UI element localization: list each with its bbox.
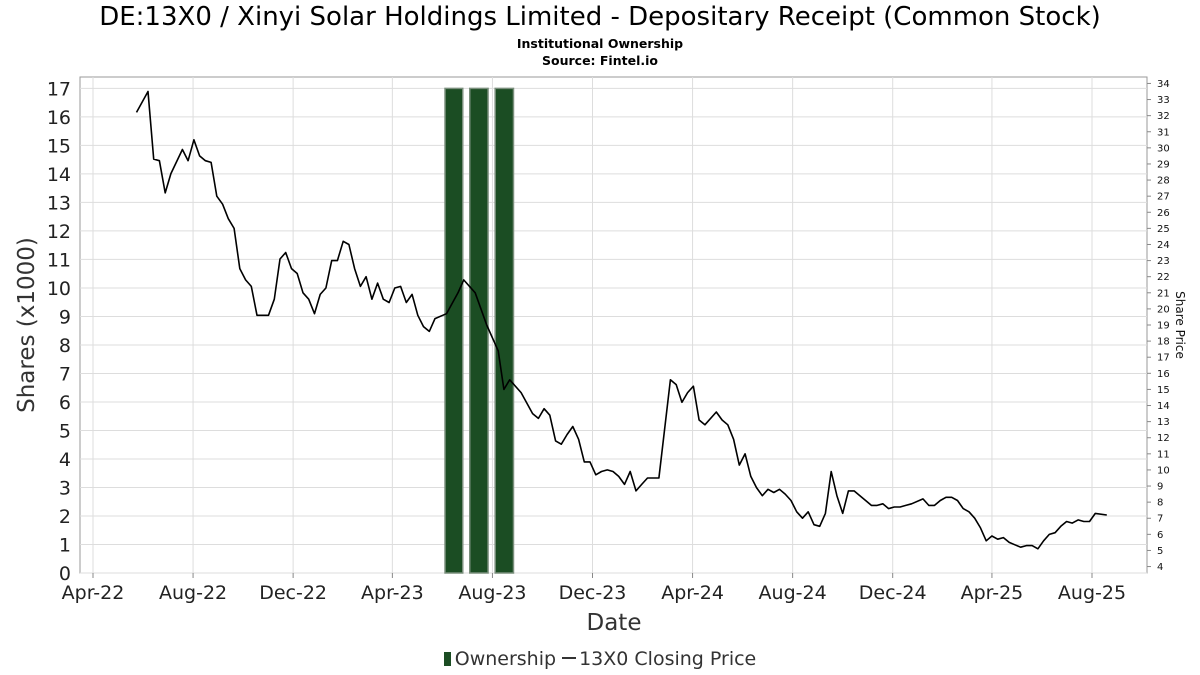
y-tick-label: 14 bbox=[47, 164, 71, 186]
y2-tick-label: 24 bbox=[1157, 240, 1170, 251]
y2-tick-label: 13 bbox=[1157, 417, 1170, 428]
y2-tick-label: 18 bbox=[1157, 337, 1170, 348]
y2-tick-label: 26 bbox=[1157, 208, 1170, 219]
y2-tick-label: 17 bbox=[1157, 353, 1170, 364]
x-tick-label: Dec-24 bbox=[859, 582, 927, 604]
y2-tick-label: 31 bbox=[1157, 127, 1170, 138]
y-tick-label: 0 bbox=[59, 563, 71, 585]
y-tick-label: 8 bbox=[59, 335, 71, 357]
y-tick-label: 9 bbox=[59, 306, 71, 328]
x-tick-label: Apr-23 bbox=[361, 582, 424, 604]
x-tick-label: Aug-25 bbox=[1058, 582, 1126, 604]
y2-tick-label: 16 bbox=[1157, 369, 1170, 380]
price-line-layer bbox=[135, 90, 1107, 550]
y-axis-label: Shares (x1000) bbox=[14, 237, 40, 413]
y-tick-label: 17 bbox=[47, 78, 71, 100]
ownership-bar bbox=[494, 87, 515, 574]
legend-price-label: 13X0 Closing Price bbox=[579, 648, 757, 670]
x-tick-label: Aug-22 bbox=[159, 582, 227, 604]
x-axis-ticks: Apr-22 Aug-22 Dec-22 Apr-23 Aug-23 Dec-23 Apr-… bbox=[62, 573, 1126, 604]
price-line bbox=[135, 90, 1107, 550]
y-tick-label: 16 bbox=[47, 107, 71, 129]
y2-tick-label: 28 bbox=[1157, 176, 1170, 187]
y-tick-label: 13 bbox=[47, 192, 71, 214]
x-tick-label: Aug-24 bbox=[759, 582, 827, 604]
y-tick-label: 12 bbox=[47, 221, 71, 243]
y-tick-label: 7 bbox=[59, 363, 71, 385]
y2-tick-label: 6 bbox=[1157, 530, 1163, 541]
y2-tick-label: 33 bbox=[1157, 95, 1170, 106]
y-tick-label: 2 bbox=[59, 506, 71, 528]
x-tick-label: Dec-22 bbox=[259, 582, 327, 604]
y-tick-label: 15 bbox=[47, 135, 71, 157]
y2-tick-label: 9 bbox=[1157, 482, 1163, 493]
legend-ownership-swatch bbox=[443, 652, 451, 666]
y2-tick-label: 21 bbox=[1157, 288, 1170, 299]
legend: Ownership 13X0 Closing Price bbox=[0, 648, 1200, 670]
y2-tick-label: 20 bbox=[1157, 304, 1170, 315]
legend-price-swatch bbox=[562, 657, 577, 659]
y2-tick-label: 7 bbox=[1157, 514, 1163, 525]
y-tick-label: 11 bbox=[47, 249, 71, 271]
y-tick-label: 4 bbox=[59, 449, 71, 471]
x-axis-label: Date bbox=[587, 610, 642, 636]
x-tick-label: Apr-25 bbox=[961, 582, 1024, 604]
y-tick-label: 5 bbox=[59, 420, 71, 442]
ownership-bar bbox=[444, 87, 464, 574]
y2-tick-label: 29 bbox=[1157, 159, 1170, 170]
right-axis-ticks: 4 5 6 7 8 9 10 11 12 13 14 15 16 17 18 19 20 21 22 23 24 25 26… bbox=[1147, 79, 1170, 573]
x-tick-label: Aug-23 bbox=[458, 582, 526, 604]
y2-tick-label: 23 bbox=[1157, 256, 1170, 267]
y2-tick-label: 4 bbox=[1157, 562, 1163, 573]
y-tick-label: 10 bbox=[47, 278, 71, 300]
y2-tick-label: 5 bbox=[1157, 546, 1163, 557]
y-tick-label: 6 bbox=[59, 392, 71, 414]
legend-ownership-label: Ownership bbox=[454, 648, 557, 670]
y2-tick-label: 12 bbox=[1157, 433, 1170, 444]
grid-lines bbox=[80, 77, 1147, 574]
y2-tick-label: 22 bbox=[1157, 272, 1170, 283]
x-tick-label: Apr-22 bbox=[62, 582, 125, 604]
y2-tick-label: 32 bbox=[1157, 111, 1170, 122]
y2-tick-label: 14 bbox=[1157, 401, 1170, 412]
y2-tick-label: 34 bbox=[1157, 79, 1170, 90]
y2-tick-label: 10 bbox=[1157, 465, 1170, 476]
chart-source: Source: Fintel.io bbox=[542, 53, 658, 68]
y2-axis-label: Share Price bbox=[1173, 291, 1187, 359]
x-tick-label: Dec-23 bbox=[559, 582, 627, 604]
y2-tick-label: 27 bbox=[1157, 192, 1170, 203]
y2-tick-label: 19 bbox=[1157, 321, 1170, 332]
ownership-bar bbox=[468, 87, 489, 574]
y2-tick-label: 25 bbox=[1157, 224, 1170, 235]
x-tick-label: Apr-24 bbox=[661, 582, 724, 604]
plot-area bbox=[79, 76, 1148, 574]
y2-tick-label: 30 bbox=[1157, 143, 1170, 154]
chart-title: DE:13X0 / Xinyi Solar Holdings Limited -… bbox=[99, 2, 1101, 32]
ownership-bars bbox=[444, 87, 515, 574]
y-tick-label: 3 bbox=[59, 477, 71, 499]
y2-tick-label: 8 bbox=[1157, 498, 1163, 509]
y-tick-label: 1 bbox=[59, 534, 71, 556]
chart-subtitle: Institutional Ownership bbox=[516, 36, 684, 51]
y2-tick-label: 11 bbox=[1157, 449, 1170, 460]
y2-tick-label: 15 bbox=[1157, 385, 1170, 396]
